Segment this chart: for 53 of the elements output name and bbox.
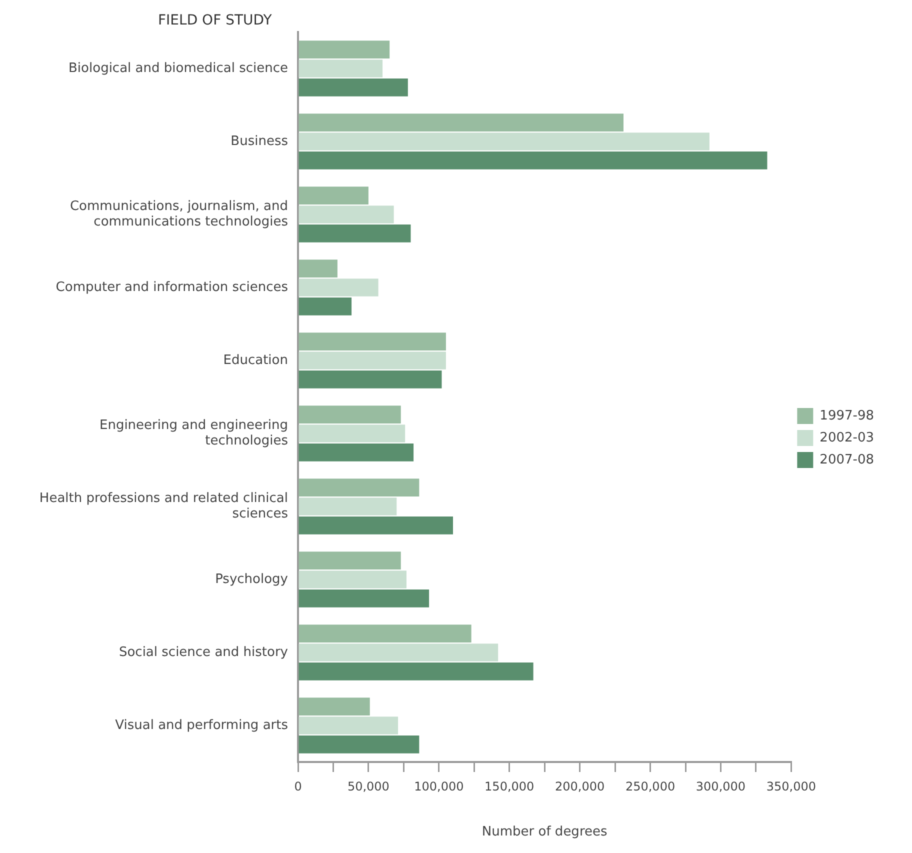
bar bbox=[298, 498, 397, 516]
bar bbox=[298, 224, 411, 242]
bar bbox=[298, 698, 370, 716]
bar bbox=[298, 152, 768, 170]
bar bbox=[298, 260, 338, 278]
x-tick-label: 300,000 bbox=[696, 779, 746, 794]
bar bbox=[298, 132, 710, 150]
y-tick-label: Social science and history bbox=[118, 644, 288, 660]
bar bbox=[298, 352, 446, 370]
bar bbox=[298, 570, 406, 588]
bar bbox=[298, 624, 472, 642]
bar bbox=[298, 644, 498, 662]
x-tick-label: 50,000 bbox=[347, 779, 390, 794]
legend-label: 1997-98 bbox=[820, 408, 874, 424]
y-tick-label: Computer and information sciences bbox=[56, 280, 288, 295]
x-tick-label: 150,000 bbox=[484, 779, 534, 794]
bar bbox=[298, 60, 383, 78]
y-tick-label: Psychology bbox=[215, 572, 288, 587]
y-tick-label: Health professions and related clinical sciences bbox=[39, 491, 288, 522]
x-tick-label: 200,000 bbox=[555, 779, 605, 794]
bar bbox=[298, 278, 378, 296]
x-axis-title: Number of degrees bbox=[482, 824, 608, 840]
bar bbox=[298, 298, 352, 316]
bar bbox=[298, 370, 442, 388]
bar bbox=[298, 78, 408, 96]
x-tick-label: 0 bbox=[294, 779, 302, 794]
legend-label: 2002-03 bbox=[820, 430, 874, 446]
y-tick-label: Engineering and engineering technologies bbox=[99, 418, 288, 449]
y-tick-label: Communications, journalism, and communications technologies bbox=[70, 199, 288, 230]
y-axis-title: FIELD OF STUDY bbox=[158, 12, 272, 29]
y-tick-label: Education bbox=[223, 352, 288, 368]
bar bbox=[298, 552, 401, 570]
x-tick-label: 250,000 bbox=[625, 779, 676, 794]
bar bbox=[298, 332, 446, 350]
y-tick-label: Business bbox=[230, 134, 288, 149]
y-tick-label: Biological and biomedical science bbox=[68, 60, 288, 76]
x-tick-label: 100,000 bbox=[414, 779, 464, 794]
bar bbox=[298, 424, 406, 442]
bar bbox=[298, 716, 398, 734]
bar bbox=[298, 590, 430, 608]
bar bbox=[298, 406, 401, 424]
bar bbox=[298, 206, 394, 224]
bar bbox=[298, 114, 624, 132]
bar bbox=[298, 662, 534, 680]
bar bbox=[298, 186, 368, 204]
bar bbox=[298, 516, 453, 534]
y-tick-label: Visual and performing arts bbox=[115, 718, 288, 733]
x-tick-label: 350,000 bbox=[766, 779, 816, 794]
bar bbox=[298, 736, 420, 754]
legend-label: 2007-08 bbox=[820, 452, 874, 468]
bar bbox=[298, 478, 420, 496]
bar bbox=[298, 444, 414, 462]
bar bbox=[298, 40, 390, 58]
